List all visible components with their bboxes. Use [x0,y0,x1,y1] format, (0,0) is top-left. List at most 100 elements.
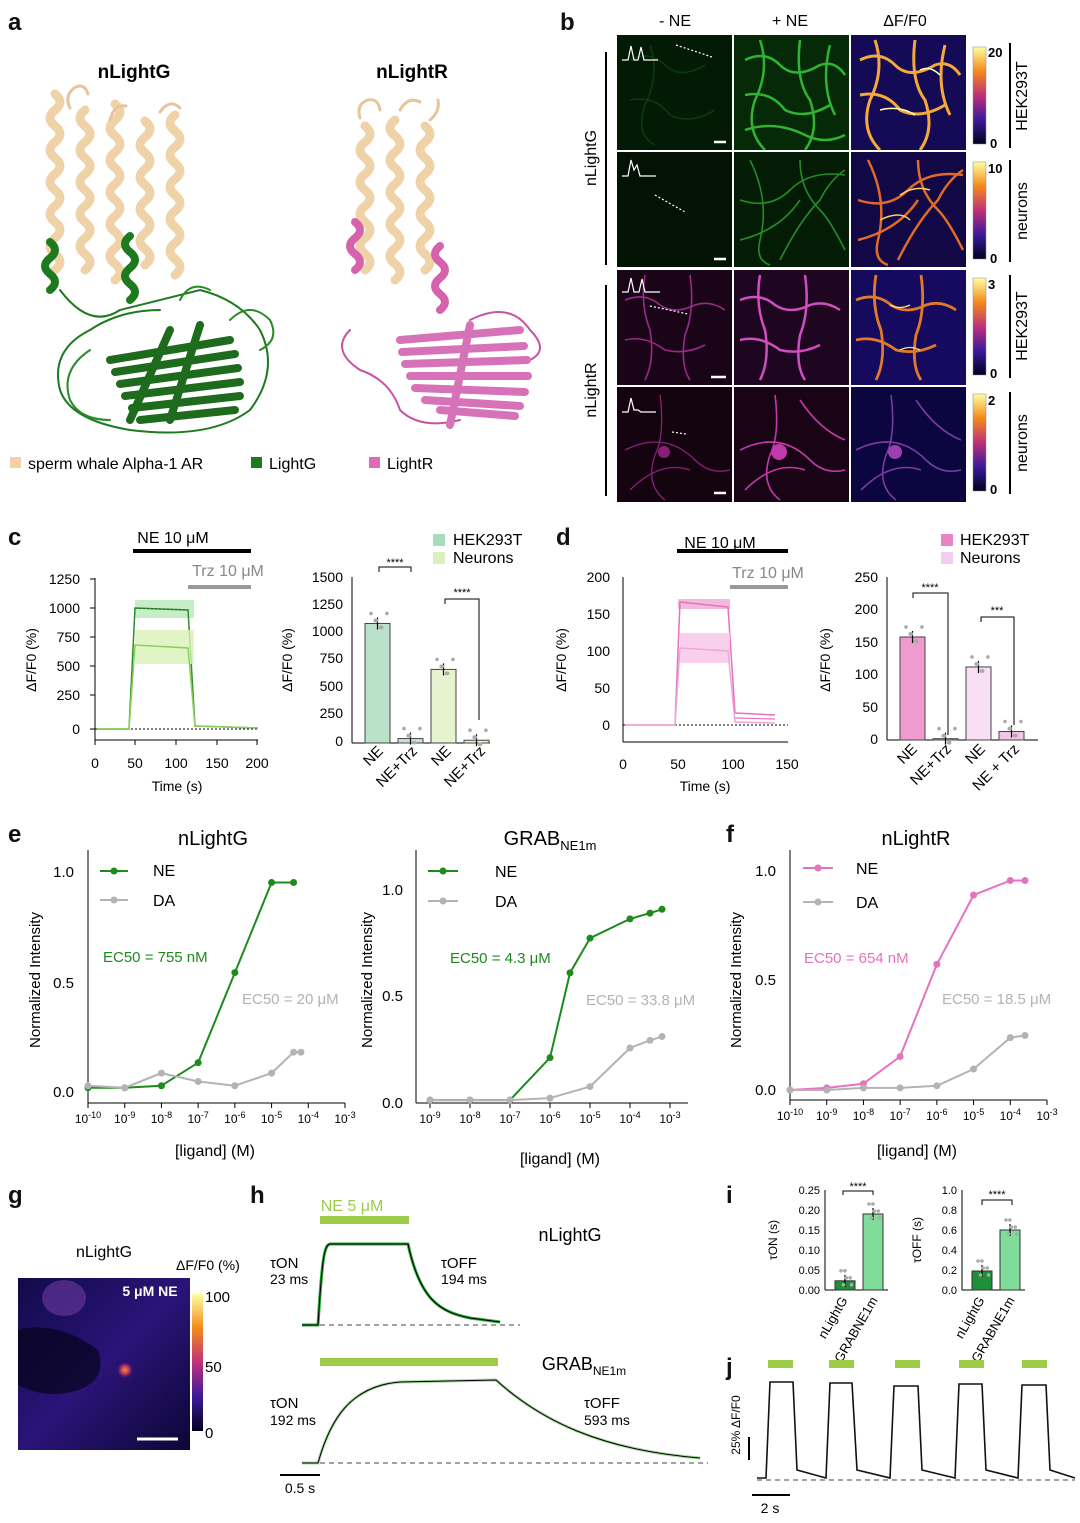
point-ne [194,1059,202,1067]
d-ytick: 100 [587,643,611,659]
legend-label-lightg: LightG [269,456,316,473]
colorbar-4-min: 0 [990,482,997,497]
point-ne [626,915,634,923]
c-bar-ytick: 0 [335,733,343,749]
col-header-minus-ne: - NE [659,13,691,30]
point-ne [1021,876,1029,884]
d-bar-ytick: 250 [855,569,879,585]
bar-1 [862,1213,884,1291]
bar-1 [999,1229,1021,1291]
x-tick-label: 10-6 [224,1110,245,1126]
c-xtick: 150 [205,755,229,771]
e1-legend-ne: NE [153,863,175,880]
colorbar-4 [972,393,987,492]
data-dot [1006,1232,1011,1236]
g-title: nLightG [76,1244,132,1261]
legend-swatch-lightg [251,457,262,468]
group-label-nlightg: nLightG [583,130,600,186]
data-dot [985,1266,989,1270]
panel-letter-c: c [8,524,21,551]
e-title-grab: GRABNE1m [504,828,597,853]
bar-2 [965,666,992,741]
colorbar-1-min: 0 [990,136,997,151]
point-da [626,1044,634,1052]
d-trz-label: Trz 10 μM [732,565,804,582]
x-tick-label: 10-9 [419,1110,440,1126]
data-dot [970,655,974,659]
point-da [546,1094,554,1102]
x-tick-label: 10-7 [187,1110,208,1126]
e2-ytick: 1.0 [382,882,403,899]
e2-ec50-da: EC50 = 33.8 μM [586,992,695,1009]
point-ne [1006,876,1014,884]
c-ytick: 0 [72,721,80,737]
data-dot [1004,1218,1008,1222]
point-ne [586,934,594,942]
e1-plot-area [84,878,305,1092]
x-tick-label: 10-8 [853,1107,874,1123]
i-on-bar-group [834,1202,884,1291]
data-dot [920,625,924,629]
data-dot [841,1283,846,1287]
data-dot [369,611,373,616]
j-ylabel: 25% ΔF/F0 [729,1395,743,1455]
data-dot [848,1276,852,1280]
i-off-ytick: 0.2 [942,1265,957,1277]
h-stim: NE 5 μM [321,1198,384,1215]
x-tick-label: 10-10 [777,1107,803,1123]
panel-letter-j: j [725,1354,733,1381]
d-ytick: 200 [587,569,611,585]
d-sig-2: *** [991,605,1005,617]
f-plot-area [786,876,1029,1094]
d-legend-neurons: Neurons [960,550,1020,567]
e2-ylabel: Normalized Intensity [359,912,376,1048]
colorbar-3-min: 0 [990,366,997,381]
e1-ec50-ne: EC50 = 755 nM [103,949,208,966]
x-tick-label: 10-4 [298,1110,319,1126]
title-nlightr: nLightR [376,62,448,83]
point-ne [157,1082,165,1090]
point-da [84,1082,92,1090]
i-on-ytick: 0.00 [799,1285,820,1297]
h-tau-on-1: τON [270,1255,298,1272]
point-da [157,1069,165,1077]
data-dot [867,1202,871,1206]
point-ne [896,1052,904,1060]
c-bar-xtick: NE [428,743,455,770]
point-da [1006,1034,1014,1042]
data-dot [1009,1225,1014,1229]
d-xlabel: Time (s) [680,778,731,794]
data-dot [451,657,455,662]
f-ytick: 0.0 [755,1082,776,1099]
g-cbar-label: ΔF/F0 (%) [176,1257,240,1273]
h-tau-off-1: τOFF [441,1255,477,1272]
data-dot [1012,733,1017,738]
panel-i: 0.25 0.20 0.15 0.10 0.05 0.00 τON (s) **… [766,1181,1025,1365]
x-tick-label: 10-3 [334,1110,355,1126]
x-tick-label: 10-7 [889,1107,910,1123]
point-da [786,1086,794,1094]
panel-letter-f: f [726,821,735,848]
f-ylabel: Normalized Intensity [728,912,745,1048]
d-ytick: 50 [594,680,610,696]
point-ne [646,909,654,917]
e2-legend-da: DA [495,894,518,911]
bar-0 [364,622,391,744]
e2-ytick: 0.0 [382,1095,403,1112]
c-bar-group [364,611,490,747]
point-da [859,1084,867,1092]
col-header-plus-ne: + NE [772,13,808,30]
d-xtick: 50 [670,756,686,772]
legend-label-lightr: LightR [387,456,433,473]
i-on-ytick: 0.15 [799,1225,820,1237]
panel-letter-b: b [560,9,575,36]
d-bar-ytick: 200 [855,601,879,617]
colorbar-2-max: 10 [988,161,1002,176]
data-dot [978,1273,983,1277]
point-ne [566,969,574,977]
h-tau-off-2: τOFF [584,1395,620,1412]
x-tick-label: 10-8 [151,1110,172,1126]
point-da [506,1096,514,1104]
d-trace-neurons [625,647,776,726]
panel-letter-d: d [556,524,571,551]
